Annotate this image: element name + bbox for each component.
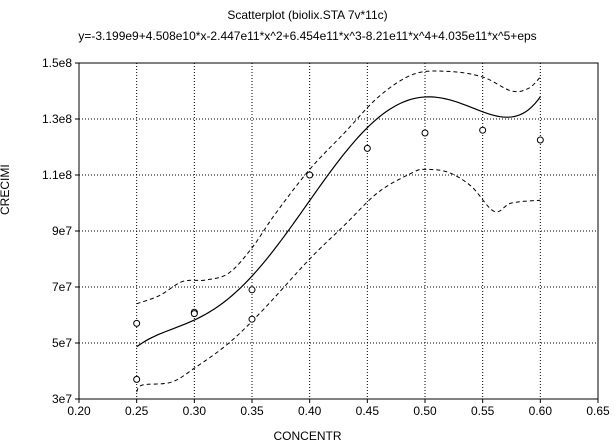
data-point [133, 375, 141, 383]
chart-title: Scatterplot (biolix.STA 7v*11c) [227, 8, 388, 22]
y-tick-label: 1.1e8 [42, 168, 72, 182]
lower-confidence-band [136, 168, 541, 393]
y-tick-label: 5e7 [52, 336, 72, 350]
y-tick-label: 9e7 [52, 224, 72, 238]
y-axis-label: CRECIMI [0, 164, 12, 215]
data-point [133, 319, 141, 327]
y-tick-label: 7e7 [52, 280, 72, 294]
y-tick-label: 1.5e8 [42, 56, 72, 70]
x-tick-label: 0.45 [356, 404, 380, 418]
x-tick-label: 0.35 [240, 404, 264, 418]
x-tick-label: 0.60 [529, 404, 553, 418]
data-point [248, 315, 256, 323]
data-point [421, 129, 429, 137]
data-point [479, 126, 487, 134]
data-point [536, 136, 544, 144]
x-tick-label: 0.65 [586, 404, 610, 418]
y-tick-label: 1.3e8 [42, 112, 72, 126]
x-tick-label: 0.20 [67, 404, 91, 418]
data-point [248, 286, 256, 294]
x-tick-label: 0.55 [471, 404, 495, 418]
x-tick-label: 0.25 [125, 404, 149, 418]
fit-curve [136, 96, 541, 348]
data-point [363, 144, 371, 152]
data-point [306, 171, 314, 179]
x-tick-label: 0.50 [413, 404, 437, 418]
upper-confidence-band [136, 70, 541, 305]
x-tick-label: 0.30 [183, 404, 207, 418]
data-point [190, 310, 198, 318]
x-axis-label: CONCENTR [273, 429, 342, 443]
y-tick-label: 3e7 [52, 392, 72, 406]
x-tick-label: 0.40 [298, 404, 322, 418]
chart-equation: y=-3.199e9+4.508e10*x-2.447e11*x^2+6.454… [78, 29, 537, 43]
